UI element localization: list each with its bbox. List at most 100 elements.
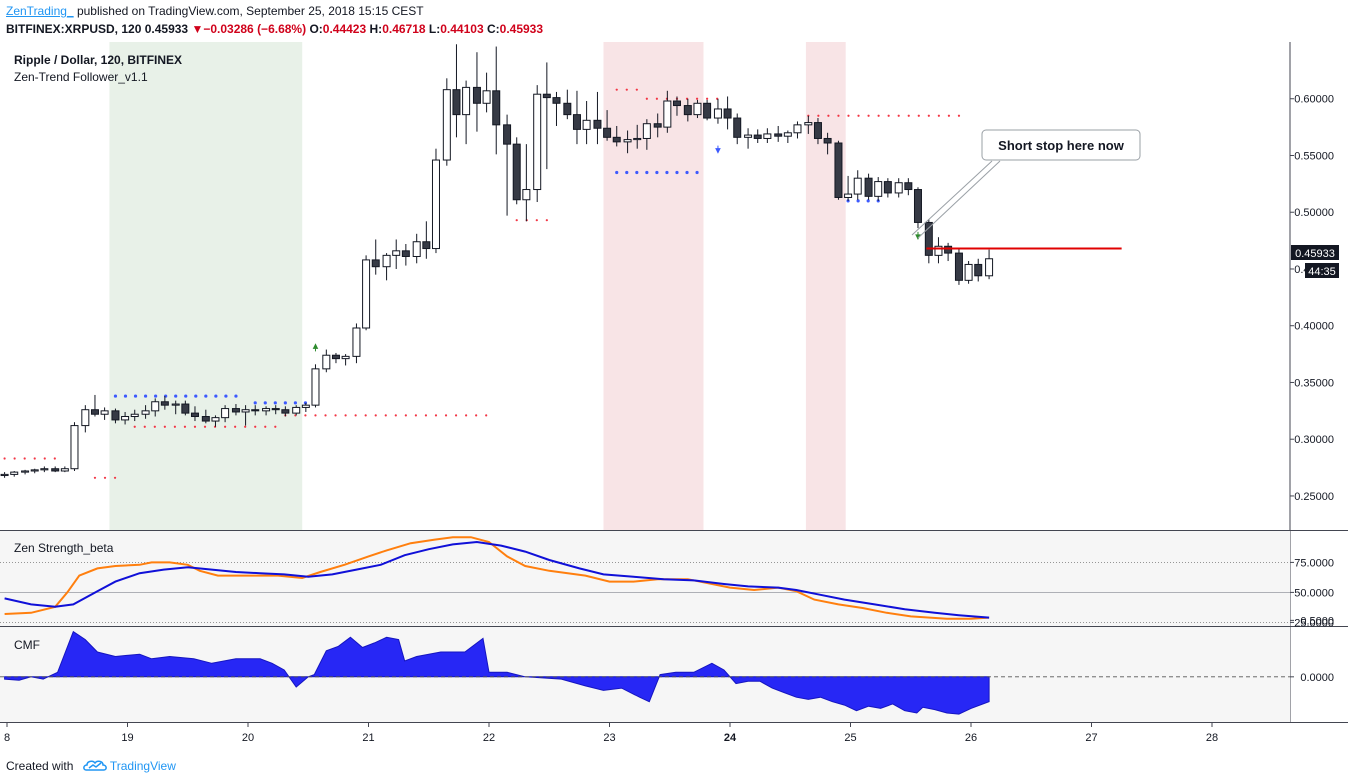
red-trail-dot xyxy=(957,114,961,117)
time-tick-label: 20 xyxy=(242,732,254,744)
symbol-name: BITFINEX:XRPUSD, 120 xyxy=(6,22,142,36)
red-trail-dot xyxy=(927,114,930,117)
red-trail-dot xyxy=(334,414,337,417)
candle-up xyxy=(141,410,150,415)
candle-up xyxy=(30,469,39,472)
candle-up xyxy=(392,250,401,256)
candle-up xyxy=(522,189,531,201)
change-value: −0.03286 (−6.68%) xyxy=(203,22,307,36)
candle-down xyxy=(924,221,933,256)
red-trail-dot xyxy=(203,425,207,428)
strength-tick-label: 25.0000 xyxy=(1294,617,1334,629)
chart-canvas[interactable]: 0.600000.550000.500000.450000.400000.350… xyxy=(0,42,1348,752)
red-trail-dot xyxy=(645,97,648,100)
candle-up xyxy=(322,354,331,370)
blue-trail-dot xyxy=(283,401,287,405)
red-trail-dot xyxy=(454,414,458,417)
candle-down xyxy=(190,412,199,418)
close-label: C: xyxy=(486,22,500,36)
signal-up-icon xyxy=(312,343,319,352)
red-trail-dot xyxy=(947,114,951,117)
red-trail-dot xyxy=(354,414,357,417)
candle-up xyxy=(0,473,9,477)
blue-trail-dot xyxy=(856,199,860,203)
high-label: H: xyxy=(369,22,383,36)
change-down-icon: ▼ xyxy=(191,22,204,36)
red-trail-dot xyxy=(173,425,176,428)
red-trail-dot xyxy=(234,425,237,428)
blue-trail-dot xyxy=(293,401,297,405)
symbol-legend: BITFINEX:XRPUSD, 120 0.45933 ▼−0.03286 (… xyxy=(6,22,543,36)
tradingview-link[interactable]: TradingView xyxy=(109,759,176,773)
candle-down xyxy=(371,259,380,268)
candle-up xyxy=(442,89,451,161)
candle-up xyxy=(894,182,903,194)
price-tick-label: 0.40000 xyxy=(1294,321,1334,333)
red-trail-dot xyxy=(877,114,880,117)
red-trail-dot xyxy=(3,457,6,460)
blue-trail-dot xyxy=(615,170,619,175)
candle-up xyxy=(121,416,130,421)
price-tick-label: 0.60000 xyxy=(1294,94,1334,106)
red-trail-dot xyxy=(264,425,267,428)
red-trail-dot xyxy=(937,114,940,117)
candle-down xyxy=(683,105,692,116)
red-trail-dot xyxy=(917,114,920,117)
bar-countdown: 44:35 xyxy=(1308,266,1336,278)
candle-down xyxy=(593,119,602,129)
red-trail-dot xyxy=(224,425,227,428)
red-trail-dot xyxy=(695,97,699,100)
candles[interactable] xyxy=(0,44,994,478)
blue-trail-dot xyxy=(194,394,198,398)
bull-zone xyxy=(109,42,303,530)
high-value: 0.46718 xyxy=(382,22,426,36)
bear-zone xyxy=(805,42,846,530)
red-trail-dot xyxy=(53,457,56,460)
candle-up xyxy=(241,409,250,413)
candle-down xyxy=(834,142,843,198)
candle-up xyxy=(985,258,994,277)
blue-trail-dot xyxy=(273,401,277,405)
candle-down xyxy=(864,177,873,197)
candle-up xyxy=(10,471,19,475)
red-trail-dot xyxy=(847,114,850,117)
red-trail-dot xyxy=(867,114,870,117)
candle-up xyxy=(533,93,542,191)
candle-down xyxy=(954,252,963,281)
candle-down xyxy=(612,136,621,143)
indicator-label: Zen-Trend Follower_v1.1 xyxy=(14,70,148,84)
blue-trail-dot xyxy=(655,170,659,175)
time-tick-label: 25 xyxy=(844,732,856,744)
red-trail-dot xyxy=(475,414,478,417)
red-trail-dot xyxy=(515,219,518,222)
red-trail-dot xyxy=(153,425,156,428)
red-trail-dot xyxy=(485,414,488,417)
candle-down xyxy=(281,409,290,414)
time-tick-label: 27 xyxy=(1085,732,1097,744)
candle-up xyxy=(211,417,220,422)
candle-down xyxy=(512,143,521,201)
candle-down xyxy=(703,102,712,119)
red-trail-dot xyxy=(274,425,277,428)
blue-trail-dot xyxy=(174,394,178,398)
red-trail-dot xyxy=(907,114,910,117)
candle-up xyxy=(21,470,30,473)
red-trail-dot xyxy=(13,457,16,460)
candle-down xyxy=(231,408,240,413)
red-trail-dot xyxy=(625,88,628,91)
author-link[interactable]: ZenTrading_ xyxy=(6,4,74,18)
bear-zone xyxy=(603,42,704,530)
red-trail-dot xyxy=(314,414,317,417)
red-trail-dot xyxy=(394,414,397,417)
candle-down xyxy=(472,86,481,104)
blue-trail-dot xyxy=(263,401,267,405)
blue-trail-dot xyxy=(133,394,138,398)
candle-down xyxy=(913,189,922,223)
strength-tick-label: 50.0000 xyxy=(1294,587,1334,599)
candle-down xyxy=(672,100,681,107)
candle-down xyxy=(422,241,431,250)
red-trail-dot xyxy=(254,425,257,428)
red-trail-dot xyxy=(404,414,407,417)
candle-up xyxy=(130,413,139,418)
candle-down xyxy=(944,245,953,254)
